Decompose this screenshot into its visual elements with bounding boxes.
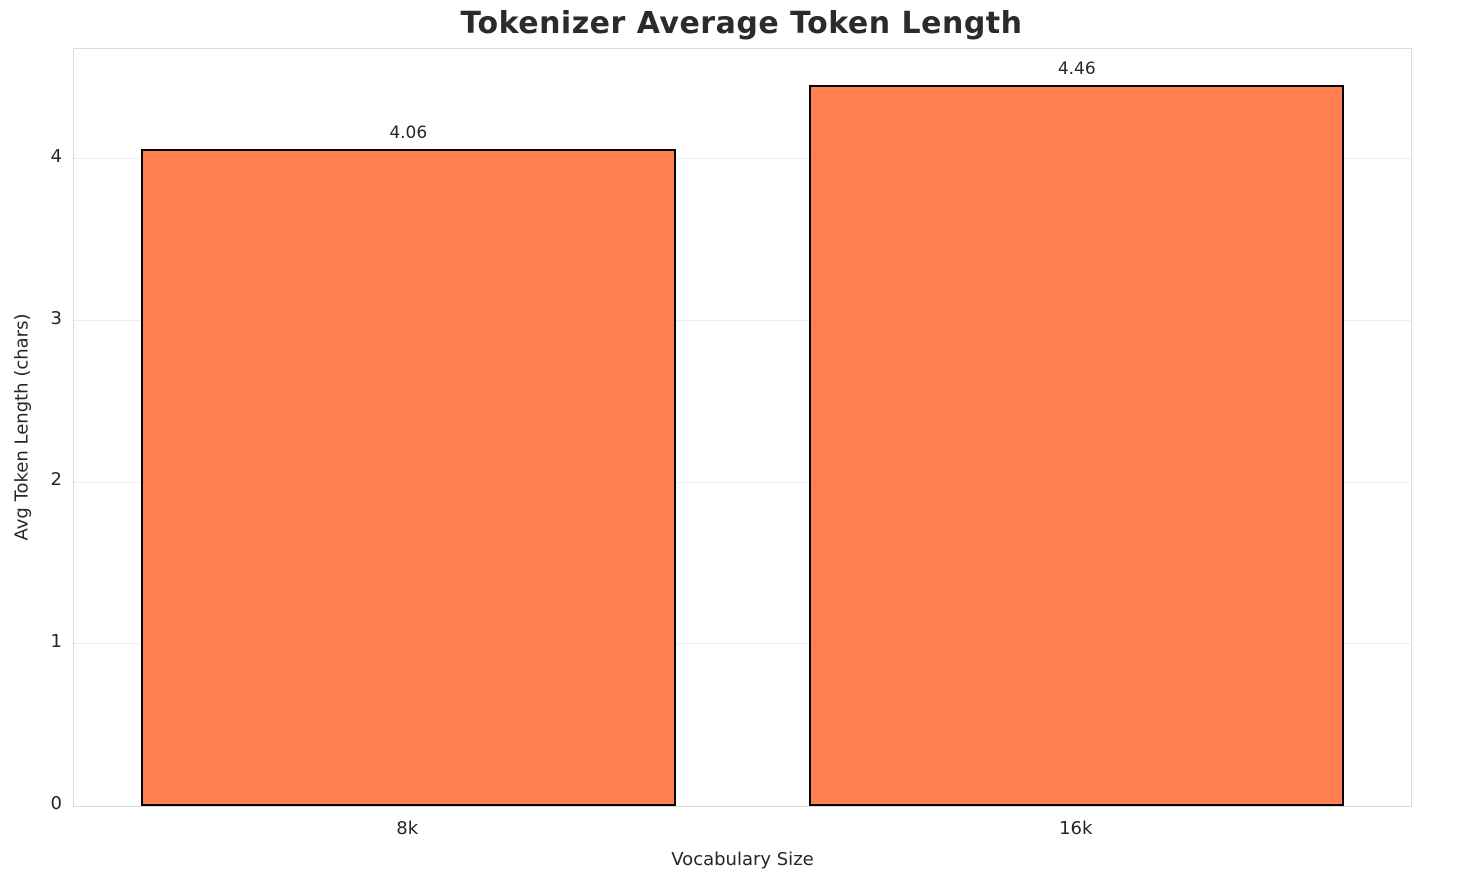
- x-tick-labels: 8k 16k: [73, 816, 1412, 842]
- y-tick-label: 2: [50, 469, 62, 491]
- bar-16k: [809, 84, 1345, 806]
- y-tick-label: 1: [50, 631, 62, 653]
- x-tick-label: 16k: [1059, 818, 1093, 839]
- bar-value-label: 4.06: [389, 123, 428, 144]
- gridline: [74, 319, 1411, 321]
- y-tick-label: 3: [50, 307, 62, 329]
- bar-8k: [140, 149, 676, 806]
- gridline: [74, 481, 1411, 483]
- plot-area: 4.06 4.46: [73, 48, 1412, 807]
- bar-value-label: 4.46: [1057, 58, 1096, 79]
- x-axis-label: Vocabulary Size: [671, 849, 814, 870]
- gridline: [74, 643, 1411, 645]
- gridline: [74, 158, 1411, 159]
- x-tick-label: 8k: [396, 818, 419, 839]
- y-tick-label: 0: [50, 793, 62, 814]
- y-tick-label: 4: [50, 145, 62, 167]
- chart-title: Tokenizer Average Token Length: [460, 6, 1023, 41]
- y-tick-labels: 0 1 2 3 4: [0, 48, 62, 814]
